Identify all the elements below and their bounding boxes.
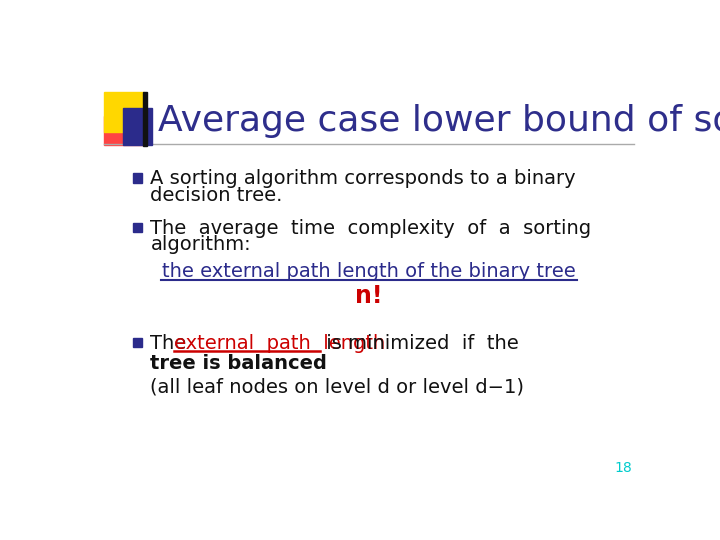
Text: A sorting algorithm corresponds to a binary: A sorting algorithm corresponds to a bin… — [150, 169, 576, 188]
Text: algorithm:: algorithm: — [150, 235, 251, 254]
Text: Average case lower bound of sorting: Average case lower bound of sorting — [158, 104, 720, 138]
Text: The: The — [150, 334, 193, 353]
Text: The  average  time  complexity  of  a  sorting: The average time complexity of a sorting — [150, 219, 592, 238]
Text: n!: n! — [355, 284, 383, 308]
Bar — [104, 92, 144, 132]
Text: external  path  length: external path length — [174, 334, 386, 353]
Bar — [104, 116, 144, 145]
Bar — [143, 92, 147, 146]
Text: tree is balanced: tree is balanced — [150, 354, 328, 373]
Text: decision tree.: decision tree. — [150, 186, 283, 205]
Bar — [132, 338, 142, 347]
Text: (all leaf nodes on level d or level d−1): (all leaf nodes on level d or level d−1) — [150, 377, 524, 396]
Text: 18: 18 — [615, 461, 632, 475]
Bar — [132, 173, 142, 183]
Text: is minimized  if  the: is minimized if the — [320, 334, 519, 353]
Bar — [122, 108, 152, 145]
Text: the external path length of the binary tree: the external path length of the binary t… — [162, 262, 576, 281]
Bar — [132, 222, 142, 232]
